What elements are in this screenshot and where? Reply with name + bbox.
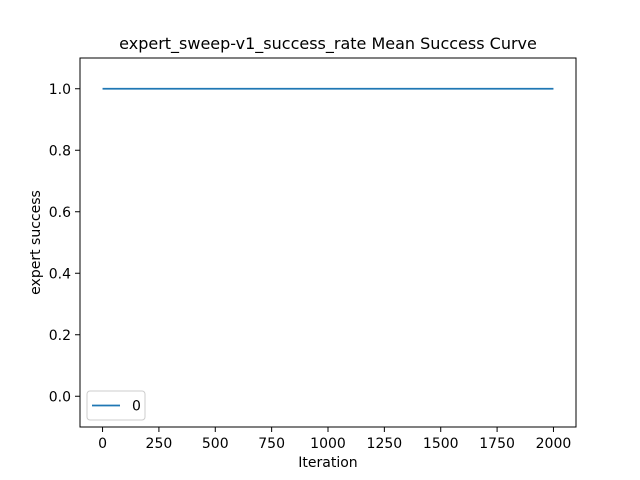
x-tick-label: 1750 bbox=[479, 436, 515, 452]
y-axis-ticks: 0.0 0.2 0.4 0.6 0.8 1.0 bbox=[49, 82, 80, 405]
x-axis-ticks: 0 250 500 750 1000 1250 1500 1750 2000 bbox=[98, 427, 571, 452]
x-tick-label: 2000 bbox=[536, 436, 572, 452]
y-tick-label: 1.0 bbox=[49, 82, 71, 98]
legend-label: 0 bbox=[132, 399, 141, 415]
x-tick-label: 250 bbox=[146, 436, 173, 452]
y-tick-label: 0.6 bbox=[49, 205, 71, 221]
x-tick-label: 1000 bbox=[310, 436, 346, 452]
plot-area bbox=[80, 58, 576, 427]
x-tick-label: 1500 bbox=[423, 436, 459, 452]
y-tick-label: 0.2 bbox=[49, 328, 71, 344]
x-tick-label: 0 bbox=[98, 436, 107, 452]
y-axis-label: expert success bbox=[28, 190, 44, 295]
y-tick-label: 0.8 bbox=[49, 143, 71, 159]
y-tick-label: 0.0 bbox=[49, 389, 71, 405]
x-axis-label: Iteration bbox=[298, 455, 357, 471]
y-tick-label: 0.4 bbox=[49, 266, 71, 282]
x-tick-label: 750 bbox=[258, 436, 285, 452]
x-tick-label: 500 bbox=[202, 436, 229, 452]
legend: 0 bbox=[86, 390, 146, 421]
chart-title: expert_sweep-v1_success_rate Mean Succes… bbox=[119, 34, 537, 54]
x-tick-label: 1250 bbox=[367, 436, 403, 452]
